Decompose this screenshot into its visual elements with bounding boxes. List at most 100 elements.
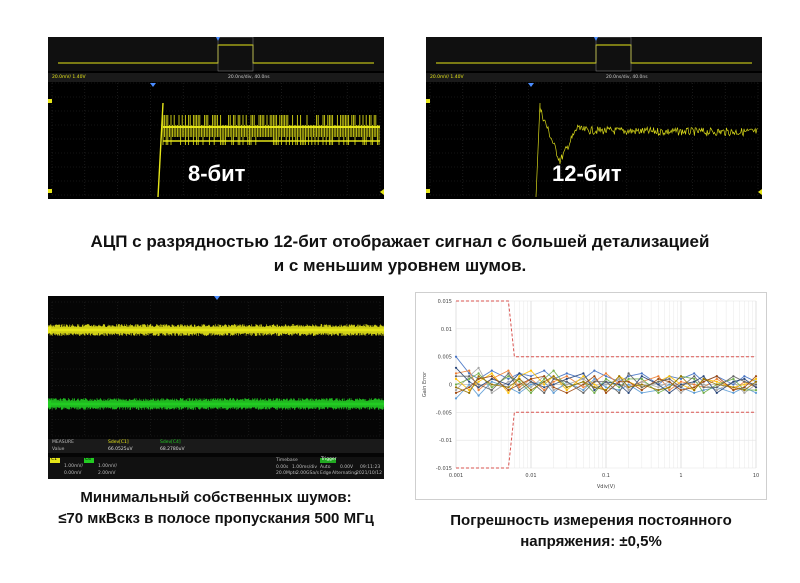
- data-point: [552, 369, 555, 372]
- data-point: [582, 391, 585, 394]
- sample-val2: 2.00GSa/s: [296, 471, 319, 476]
- info-bar: [48, 73, 384, 82]
- overview-strip: [426, 37, 762, 71]
- data-point: [507, 377, 510, 380]
- data-point: [657, 391, 660, 394]
- data-point: [593, 383, 596, 386]
- data-point: [518, 383, 521, 386]
- waveform-trace: [535, 102, 758, 198]
- data-point: [468, 372, 471, 375]
- data-point: [468, 386, 471, 389]
- data-point: [582, 383, 585, 386]
- data-point: [518, 375, 521, 378]
- data-point: [454, 383, 458, 386]
- data-point: [518, 389, 521, 392]
- data-point: [507, 386, 510, 389]
- c4-badge[interactable]: [84, 458, 94, 463]
- data-point: [618, 377, 621, 380]
- data-point: [582, 372, 585, 375]
- data-point: [604, 372, 608, 375]
- data-point: [715, 375, 718, 378]
- limit-line-upper: [456, 300, 756, 358]
- data-point: [543, 380, 546, 383]
- data-point: [507, 383, 510, 386]
- c1-badge[interactable]: [50, 458, 60, 463]
- data-point: [618, 389, 621, 392]
- trigger-coupling: Alternating: [332, 471, 357, 476]
- data-point: [679, 389, 683, 392]
- data-point: [657, 377, 660, 380]
- noise-scope-waveform: [48, 296, 384, 437]
- data-point: [668, 380, 671, 383]
- data-point: [679, 386, 683, 389]
- data-point: [454, 397, 458, 400]
- measure-ch1-value: 66.0525uV: [108, 447, 133, 452]
- data-point: [454, 386, 458, 389]
- data-point: [702, 386, 705, 389]
- data-point: [507, 372, 510, 375]
- data-point: [593, 391, 596, 394]
- data-point: [454, 391, 458, 394]
- data-point: [743, 383, 746, 386]
- data-point: [518, 391, 521, 394]
- data-point: [715, 380, 718, 383]
- data-point: [618, 380, 621, 383]
- data-point: [565, 372, 568, 375]
- headline: АЦП с разрядностью 12-бит отображает сиг…: [20, 230, 780, 278]
- data-point: [604, 386, 608, 389]
- measure-panel: [48, 439, 384, 453]
- data-point: [627, 377, 630, 380]
- data-point: [640, 380, 643, 383]
- data-point: [468, 389, 471, 392]
- data-point: [732, 389, 735, 392]
- data-point: [693, 386, 696, 389]
- data-point: [627, 389, 630, 392]
- clock-date: 2021/10/12: [356, 471, 382, 476]
- overview-strip: [48, 37, 384, 71]
- data-point: [679, 377, 683, 380]
- data-point: [552, 389, 555, 392]
- ch2-marker: [48, 401, 51, 407]
- data-point: [552, 383, 555, 386]
- data-point: [454, 372, 458, 375]
- y-tick-label: 0.015: [438, 299, 452, 305]
- data-point: [477, 372, 480, 375]
- data-point: [565, 389, 568, 392]
- data-point: [454, 377, 458, 380]
- data-point: [657, 386, 660, 389]
- data-point: [477, 375, 480, 378]
- y-tick-label: 0.005: [438, 355, 452, 361]
- trigger-marker: [150, 83, 156, 87]
- data-point: [702, 380, 705, 383]
- data-point: [565, 386, 568, 389]
- data-point: [679, 375, 683, 378]
- y-axis-label: Gain Error: [422, 371, 428, 397]
- data-point: [627, 380, 630, 383]
- data-point: [507, 369, 510, 372]
- level-marker: [48, 189, 52, 193]
- data-point: [468, 391, 471, 394]
- trigger-badge[interactable]: [320, 458, 336, 463]
- data-point: [627, 391, 630, 394]
- data-point: [490, 377, 493, 380]
- timebase-label[interactable]: Timebase: [276, 458, 298, 463]
- noise-caption-line1: Минимальный собственных шумов:: [80, 489, 352, 506]
- trigger-marker-top: [594, 37, 598, 41]
- data-point: [732, 377, 735, 380]
- x-tick-label: 0.001: [449, 473, 463, 479]
- data-point: [468, 380, 471, 383]
- data-point: [454, 366, 458, 369]
- trigger-type: Edge: [320, 471, 332, 476]
- data-point: [743, 391, 746, 394]
- data-point: [743, 375, 746, 378]
- data-point: [552, 391, 555, 394]
- measure-ch1-header: Sdev[C1]: [108, 440, 129, 445]
- data-point: [529, 375, 533, 378]
- info-bar: [426, 73, 762, 82]
- data-point: [668, 386, 671, 389]
- data-point: [732, 391, 735, 394]
- data-point: [490, 383, 493, 386]
- data-point: [477, 386, 480, 389]
- headline-line1: АЦП с разрядностью 12-бит отображает сиг…: [90, 232, 710, 251]
- gain-error-chart: 0.015 0.01 0.005 0 -0.005 -0.01 -0.015 0.001 0.0…: [415, 292, 767, 500]
